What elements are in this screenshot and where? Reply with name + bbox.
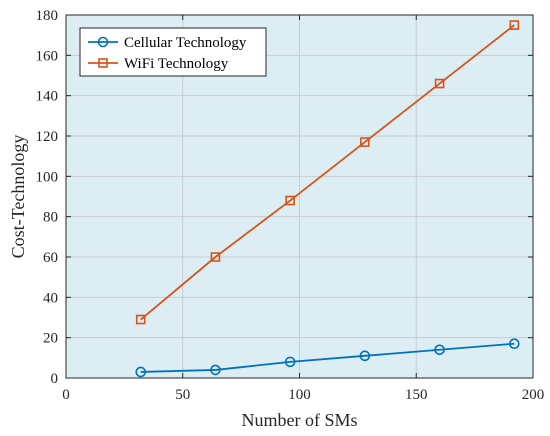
data-point	[285, 195, 295, 206]
data-point	[360, 137, 370, 147]
data-point	[509, 338, 520, 350]
y-tick-label: 120	[36, 129, 59, 145]
data-point	[135, 366, 147, 378]
y-tick-label: 160	[36, 48, 59, 64]
series-line	[140, 24, 515, 321]
legend-item: WiFi Technology	[88, 56, 229, 72]
y-tick-label: 140	[36, 89, 59, 105]
data-point	[284, 356, 296, 368]
x-tick-label: 50	[175, 387, 190, 403]
legend-label: Cellular Technology	[124, 35, 247, 51]
series-layer	[135, 20, 520, 378]
y-axis-label: Cost-Technology	[8, 135, 28, 259]
legend: Cellular Technology WiFi Technology	[79, 27, 267, 77]
y-tick-label: 40	[43, 290, 58, 306]
data-point	[434, 78, 445, 89]
y-tick-label: 60	[43, 250, 58, 266]
legend-item: Cellular Technology	[88, 35, 247, 51]
y-tick-label: 20	[43, 331, 58, 347]
y-tick-label: 0	[51, 371, 59, 387]
y-tick-label: 80	[43, 210, 58, 226]
legend-box	[79, 27, 267, 77]
x-tick-label: 150	[405, 387, 428, 403]
x-tick-label: 200	[522, 387, 545, 403]
data-point	[210, 252, 221, 262]
x-tick-label: 100	[288, 387, 311, 403]
data-point	[210, 364, 221, 376]
legend-label: WiFi Technology	[124, 56, 229, 72]
data-point	[135, 314, 146, 325]
data-point	[434, 344, 445, 356]
x-tick-label: 0	[62, 387, 70, 403]
series-1	[135, 338, 520, 378]
legend-marker	[98, 58, 108, 68]
series-line	[140, 342, 515, 373]
x-axis: 0 50 100 150 200	[62, 15, 544, 403]
y-tick-label: 180	[36, 8, 59, 24]
series-2	[135, 20, 520, 325]
legend-marker	[97, 36, 109, 48]
y-axis: 0 20 40 60 80 100 120 140 160 180	[36, 8, 533, 387]
x-axis-label: Number of SMs	[242, 410, 358, 430]
y-tick-label: 100	[36, 169, 59, 185]
data-point	[509, 20, 520, 30]
data-point	[359, 350, 371, 362]
